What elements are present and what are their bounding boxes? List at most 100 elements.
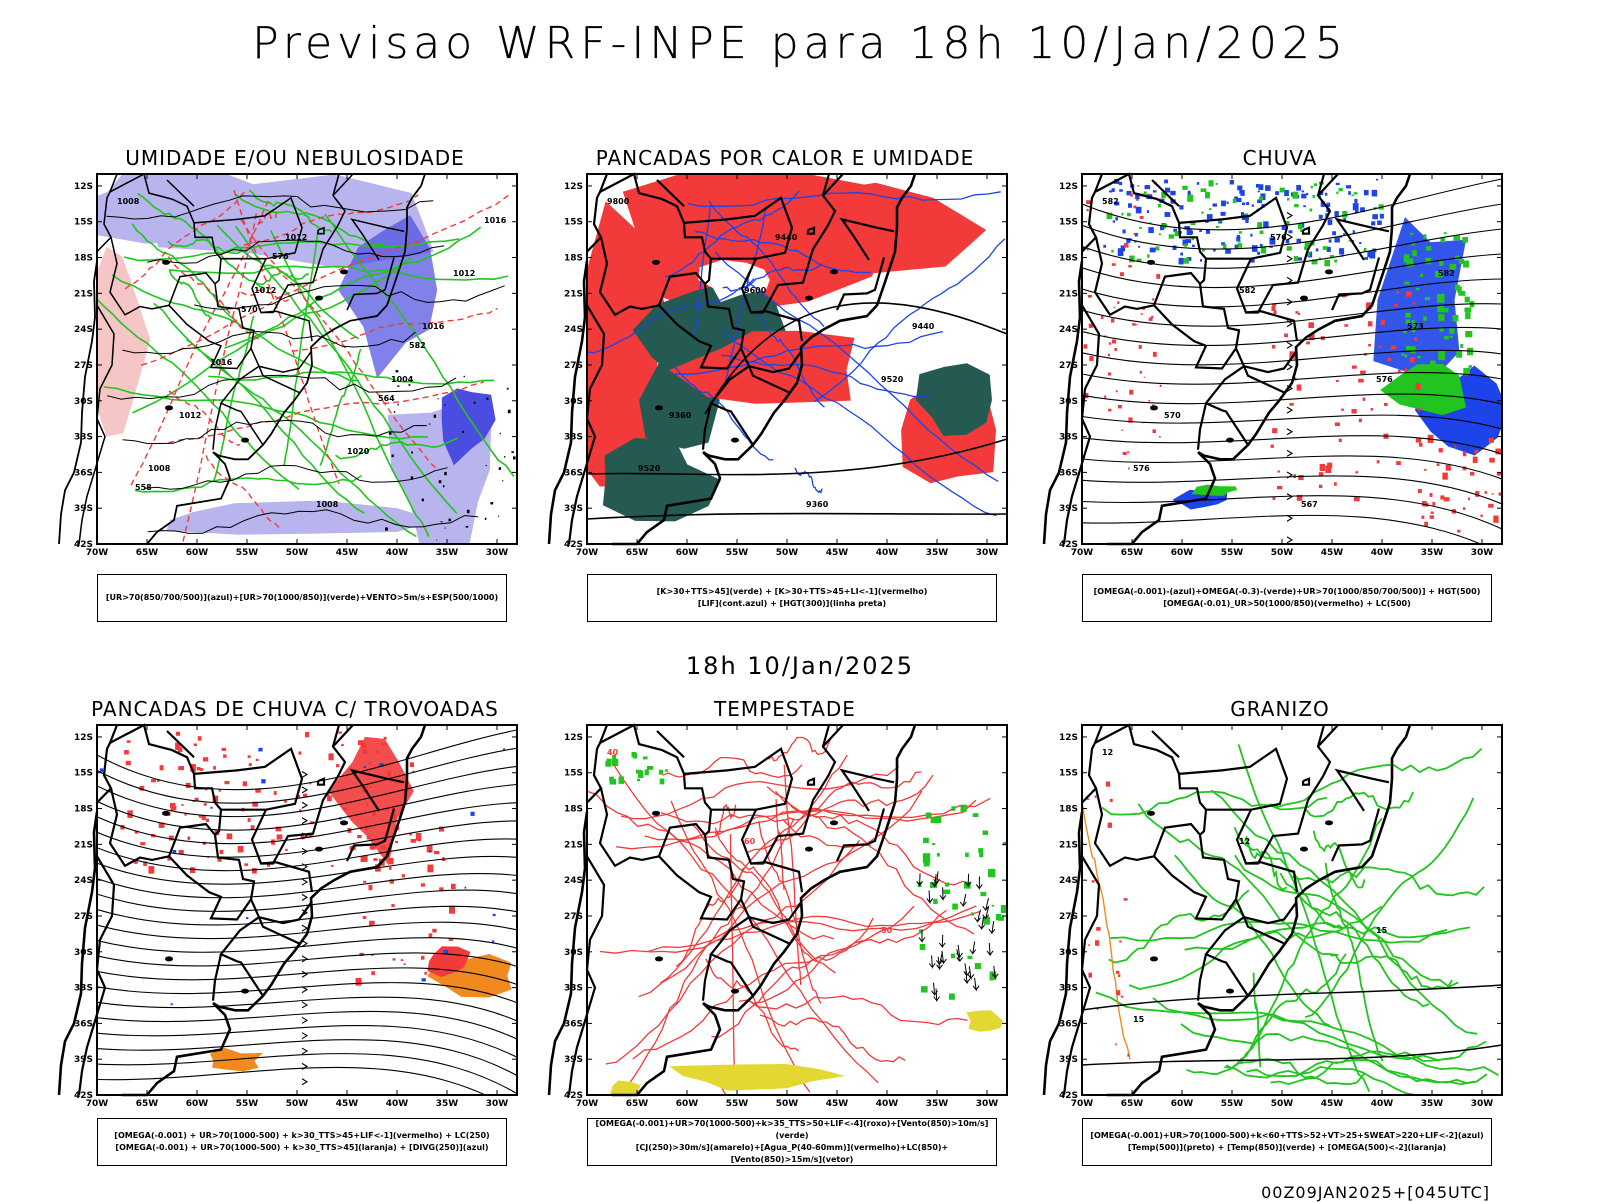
contour-label: 9360 xyxy=(806,500,829,509)
lat-label: 27S xyxy=(74,912,93,922)
lat-label: 39S xyxy=(564,504,583,514)
storm-area-red xyxy=(434,851,440,855)
omega-area-blue xyxy=(1182,239,1188,246)
ur-area-red xyxy=(1152,429,1156,433)
lon-label: 60W xyxy=(1171,548,1194,558)
storm-area-red xyxy=(360,856,366,863)
wind-vector xyxy=(428,423,431,425)
lat-label: 27S xyxy=(74,361,93,371)
storm-area-red xyxy=(203,803,207,806)
border-line xyxy=(1151,730,1180,758)
ur-area-red xyxy=(1270,444,1274,448)
border-line xyxy=(77,855,116,1096)
omega-area-green xyxy=(1465,312,1471,320)
storm-area-red xyxy=(175,742,181,750)
divergence-dot-blue xyxy=(170,1003,173,1006)
omega-area-green xyxy=(1334,259,1338,263)
border-line xyxy=(701,953,713,1001)
lake-shape xyxy=(315,846,323,852)
ur-area-red xyxy=(1133,205,1137,209)
lat-label: 21S xyxy=(1059,289,1078,299)
contour-label: 15 xyxy=(1133,1015,1145,1024)
omega500-spot xyxy=(1115,1043,1117,1046)
ur-area-red xyxy=(1344,324,1349,327)
contour-label: 40 xyxy=(607,748,619,757)
map-umidade: 1008 1012 1004 1008 1012 1016 1012 1008 1012 1016… xyxy=(55,170,535,570)
ur-area-red xyxy=(1409,357,1415,363)
border-line xyxy=(598,237,706,317)
storm-area-red xyxy=(403,963,406,965)
omega-area-blue xyxy=(1297,257,1303,261)
lake-shape xyxy=(830,269,838,275)
storm-area-red xyxy=(125,760,131,766)
wind-vector xyxy=(444,471,447,476)
storm-area-red xyxy=(184,813,187,816)
lc850-contour-red xyxy=(714,804,737,837)
ur-area-red xyxy=(1306,341,1310,345)
ur-area-red xyxy=(1159,384,1162,387)
storm-area-red xyxy=(237,845,244,853)
map-svg: 12 12 15 15 12S 15S 18S 21S 24S 27S 30S 33S 36S 39S 42… xyxy=(1042,723,1503,1109)
omega-area-green xyxy=(1126,212,1131,217)
wind-area-green xyxy=(633,753,638,759)
temp850-contour-green xyxy=(1269,747,1483,808)
lat-label: 27S xyxy=(564,912,583,922)
storm-area-red xyxy=(371,954,374,957)
ur-area-red xyxy=(1396,461,1401,466)
border-line xyxy=(96,173,118,253)
omega-area-blue xyxy=(1257,251,1261,255)
lon-label: 35W xyxy=(926,548,949,558)
border-line xyxy=(350,218,405,261)
temp850-contour-green xyxy=(1180,1023,1474,1086)
ur-area-red xyxy=(1417,489,1422,494)
streamline xyxy=(97,1010,517,1040)
wind-vector xyxy=(513,456,516,460)
lat-label: 18S xyxy=(74,805,93,815)
wind-area-green xyxy=(611,758,619,767)
contour-label: 15 xyxy=(1376,926,1388,935)
contour-label: 9440 xyxy=(775,233,798,242)
ur-contour-green xyxy=(132,256,412,414)
omega-area-green xyxy=(1440,237,1446,243)
omega-area-green xyxy=(1136,258,1142,262)
legend-line: [UR>70(850/700/500)](azul)+[UR>70(1000/8… xyxy=(105,593,499,602)
ur-area-red xyxy=(1088,323,1093,328)
lake-shape xyxy=(1150,956,1158,962)
storm-area-red xyxy=(285,848,288,852)
ur-area-red xyxy=(1115,390,1118,393)
lon-axis: 70W 65W 60W 55W 50W 45W 40W 35W 30W xyxy=(86,725,508,1109)
ur-contour-green xyxy=(224,226,482,349)
east-coastline xyxy=(122,173,426,545)
ur-area-red xyxy=(1440,495,1445,500)
wind-area-green xyxy=(936,853,940,857)
omega-area-blue xyxy=(1164,212,1171,217)
lat-label: 30S xyxy=(74,948,93,958)
storm-area-red xyxy=(302,793,308,797)
storm-area-red xyxy=(392,958,396,961)
lat-label: 18S xyxy=(564,805,583,815)
wind-vector xyxy=(421,498,424,502)
divergence-dot-blue xyxy=(491,940,495,944)
lat-label: 39S xyxy=(1059,1055,1078,1065)
border-line xyxy=(1242,365,1285,394)
east-coastline xyxy=(1107,173,1412,546)
ur-area-red xyxy=(1276,485,1283,490)
lon-label: 70W xyxy=(86,1099,109,1109)
omega-area-blue xyxy=(1371,189,1378,197)
omega-area-blue xyxy=(1135,206,1142,214)
ur-area-red xyxy=(1140,313,1143,315)
omega-area-green xyxy=(1190,221,1196,226)
omega-area-blue xyxy=(1288,230,1293,234)
streamline-arrow xyxy=(1286,514,1294,522)
lat-label: 24S xyxy=(1059,876,1078,886)
ur-area-red xyxy=(1273,310,1277,315)
wind-area-green xyxy=(920,986,928,993)
ur-area-red xyxy=(1104,395,1107,399)
omega-area-blue xyxy=(1164,179,1169,184)
contour-label: 1012 xyxy=(285,233,307,242)
wind-vector xyxy=(501,480,504,482)
wind-area-green xyxy=(979,852,984,858)
omega-area-green xyxy=(1157,204,1161,208)
streamline xyxy=(1082,435,1502,455)
wind-vector xyxy=(485,464,487,467)
